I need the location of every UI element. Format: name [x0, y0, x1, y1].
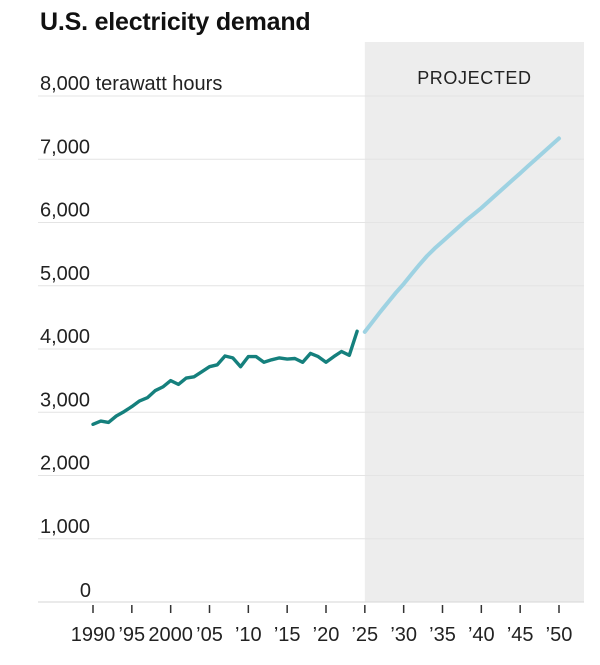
y-tick-label: 1,000 — [40, 516, 90, 538]
x-tick-label: ’05 — [196, 624, 223, 646]
x-tick-label: ’50 — [546, 624, 573, 646]
x-tick-label: ’25 — [351, 624, 378, 646]
x-tick-label: ’95 — [118, 624, 145, 646]
y-tick-label: 6,000 — [40, 200, 90, 222]
y-tick-label: 0 — [80, 580, 91, 602]
x-tick-label: ’30 — [390, 624, 417, 646]
gridlines — [38, 95, 584, 603]
y-tick-label: 7,000 — [40, 136, 90, 158]
projected-region — [364, 42, 584, 602]
projected-band — [364, 42, 584, 602]
historical-line — [91, 329, 359, 426]
x-tick-label: ’40 — [468, 624, 495, 646]
projected-label: PROJECTED — [417, 68, 531, 88]
x-tick-label: ’20 — [313, 624, 340, 646]
projected-text: PROJECTED — [417, 68, 531, 88]
x-tick-label: ’15 — [274, 624, 301, 646]
x-tick-label: ’45 — [507, 624, 534, 646]
y-axis-labels: 0 1,000 2,000 3,000 4,000 5,000 6,000 7,000 8,00… — [40, 73, 222, 602]
x-tick-label: 2000 — [148, 624, 193, 646]
x-tick-label: 1990 — [71, 624, 116, 646]
data-lines — [91, 136, 561, 426]
y-tick-label: 4,000 — [40, 326, 90, 348]
projected-line — [362, 136, 561, 334]
x-tick-label: ’35 — [429, 624, 456, 646]
x-tick-label: ’10 — [235, 624, 262, 646]
chart-title: U.S. electricity demand — [40, 8, 311, 36]
y-tick-label: 2,000 — [40, 453, 90, 475]
y-tick-label: 5,000 — [40, 263, 90, 285]
y-tick-label: 8,000 terawatt hours — [40, 73, 222, 95]
y-tick-label: 3,000 — [40, 389, 90, 411]
x-axis: 1990’95 2000’05 ’10 ’15 ’20 ’25 ’30 ’35 ’40 ’45 ’5… — [71, 605, 573, 646]
